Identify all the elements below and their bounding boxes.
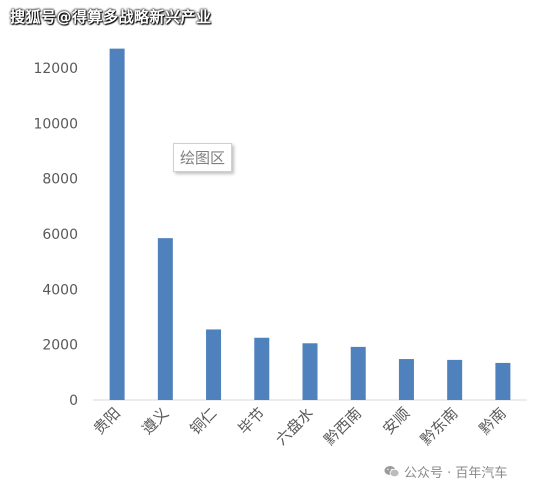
- x-tick-label: 铜仁: [186, 404, 220, 438]
- y-tick-label: 0: [69, 393, 78, 409]
- x-tick-label: 遵义: [138, 404, 172, 438]
- x-tick-label: 六盘水: [272, 404, 317, 449]
- plot-area-tooltip: 绘图区: [173, 143, 233, 172]
- x-tick-label: 黔南: [476, 404, 510, 438]
- bar-毕节: [254, 337, 270, 400]
- x-tick-label: 毕节: [235, 404, 269, 438]
- y-tick-label: 4000: [42, 282, 78, 298]
- bar-六盘水: [302, 343, 318, 400]
- source-watermark: 搜狐号@得算多战略新兴产业: [10, 8, 212, 26]
- y-tick-label: 8000: [42, 172, 78, 188]
- bar-黔西南: [350, 346, 366, 400]
- x-tick-label: 黔西南: [320, 404, 365, 449]
- x-tick-label: 贵阳: [90, 404, 124, 438]
- bar-黔南: [495, 362, 511, 400]
- account-watermark-text: 公众号 · 百年汽车: [404, 466, 508, 481]
- bar-贵阳: [109, 48, 125, 401]
- bar-铜仁: [206, 329, 222, 400]
- y-tick-label: 2000: [42, 338, 78, 354]
- x-tick-label: 安顺: [379, 404, 413, 438]
- y-tick-label: 6000: [42, 227, 78, 243]
- wechat-icon: [384, 466, 400, 478]
- y-tick-label: 12000: [33, 61, 78, 77]
- x-tick-label: 黔东南: [417, 404, 462, 449]
- account-watermark: 公众号 · 百年汽车: [384, 462, 507, 481]
- bar-遵义: [157, 238, 173, 400]
- bar-黔东南: [447, 359, 463, 400]
- y-tick-label: 10000: [33, 116, 78, 132]
- bar-安顺: [398, 359, 414, 400]
